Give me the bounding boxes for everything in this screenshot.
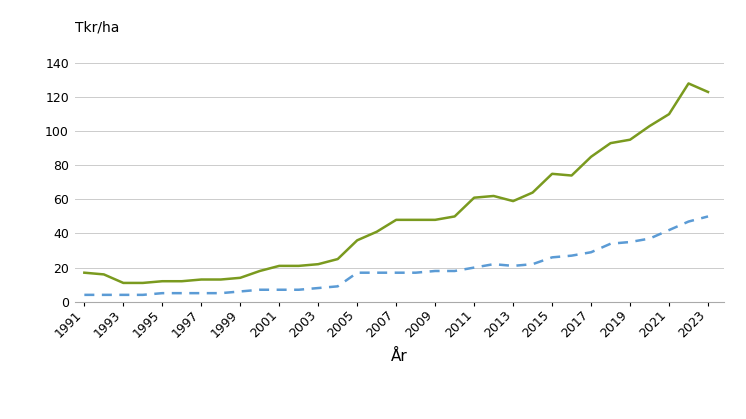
Åkermark [411,217,420,222]
Åkermark [236,275,245,280]
Åkermark [275,264,283,269]
Åkermark [158,279,167,284]
Åkermark [703,90,712,95]
Åkermark [80,270,89,275]
Betesmark [314,285,323,290]
Betesmark [294,287,303,292]
Betesmark [606,241,615,246]
Line: Åkermark: Åkermark [84,83,708,283]
Betesmark [684,219,693,224]
Betesmark [470,265,479,270]
Betesmark [99,292,108,297]
Åkermark [567,173,576,178]
Betesmark [411,270,420,275]
Betesmark [430,269,439,274]
Åkermark [255,269,264,274]
Line: Betesmark: Betesmark [84,217,708,295]
Betesmark [236,289,245,294]
Åkermark [178,279,186,284]
Åkermark [509,199,518,204]
Betesmark [665,228,674,233]
Betesmark [178,291,186,296]
Betesmark [703,214,712,219]
Betesmark [216,291,225,296]
Betesmark [567,253,576,258]
Åkermark [294,264,303,269]
Åkermark [353,238,362,243]
Betesmark [197,291,206,296]
Betesmark [275,287,283,292]
Betesmark [626,240,635,245]
Åkermark [489,194,498,199]
Betesmark [548,255,557,260]
X-axis label: År: År [391,349,407,364]
Åkermark [99,272,108,277]
Åkermark [450,214,459,219]
Åkermark [372,229,381,234]
Åkermark [548,171,557,176]
Åkermark [430,217,439,222]
Åkermark [606,141,615,146]
Åkermark [138,280,147,285]
Åkermark [528,190,537,195]
Betesmark [528,261,537,266]
Åkermark [684,81,693,86]
Betesmark [586,250,595,255]
Åkermark [392,217,401,222]
Betesmark [372,270,381,275]
Text: Tkr/ha: Tkr/ha [75,21,119,35]
Betesmark [158,291,167,296]
Betesmark [450,269,459,274]
Betesmark [333,284,342,289]
Åkermark [119,280,128,285]
Åkermark [197,277,206,282]
Åkermark [586,154,595,159]
Betesmark [119,292,128,297]
Åkermark [626,137,635,142]
Åkermark [645,124,654,129]
Betesmark [255,287,264,292]
Åkermark [314,261,323,266]
Åkermark [333,256,342,261]
Åkermark [470,195,479,200]
Betesmark [138,292,147,297]
Åkermark [665,111,674,116]
Betesmark [392,270,401,275]
Betesmark [353,270,362,275]
Betesmark [80,292,89,297]
Betesmark [645,236,654,241]
Åkermark [216,277,225,282]
Betesmark [509,264,518,269]
Betesmark [489,261,498,266]
